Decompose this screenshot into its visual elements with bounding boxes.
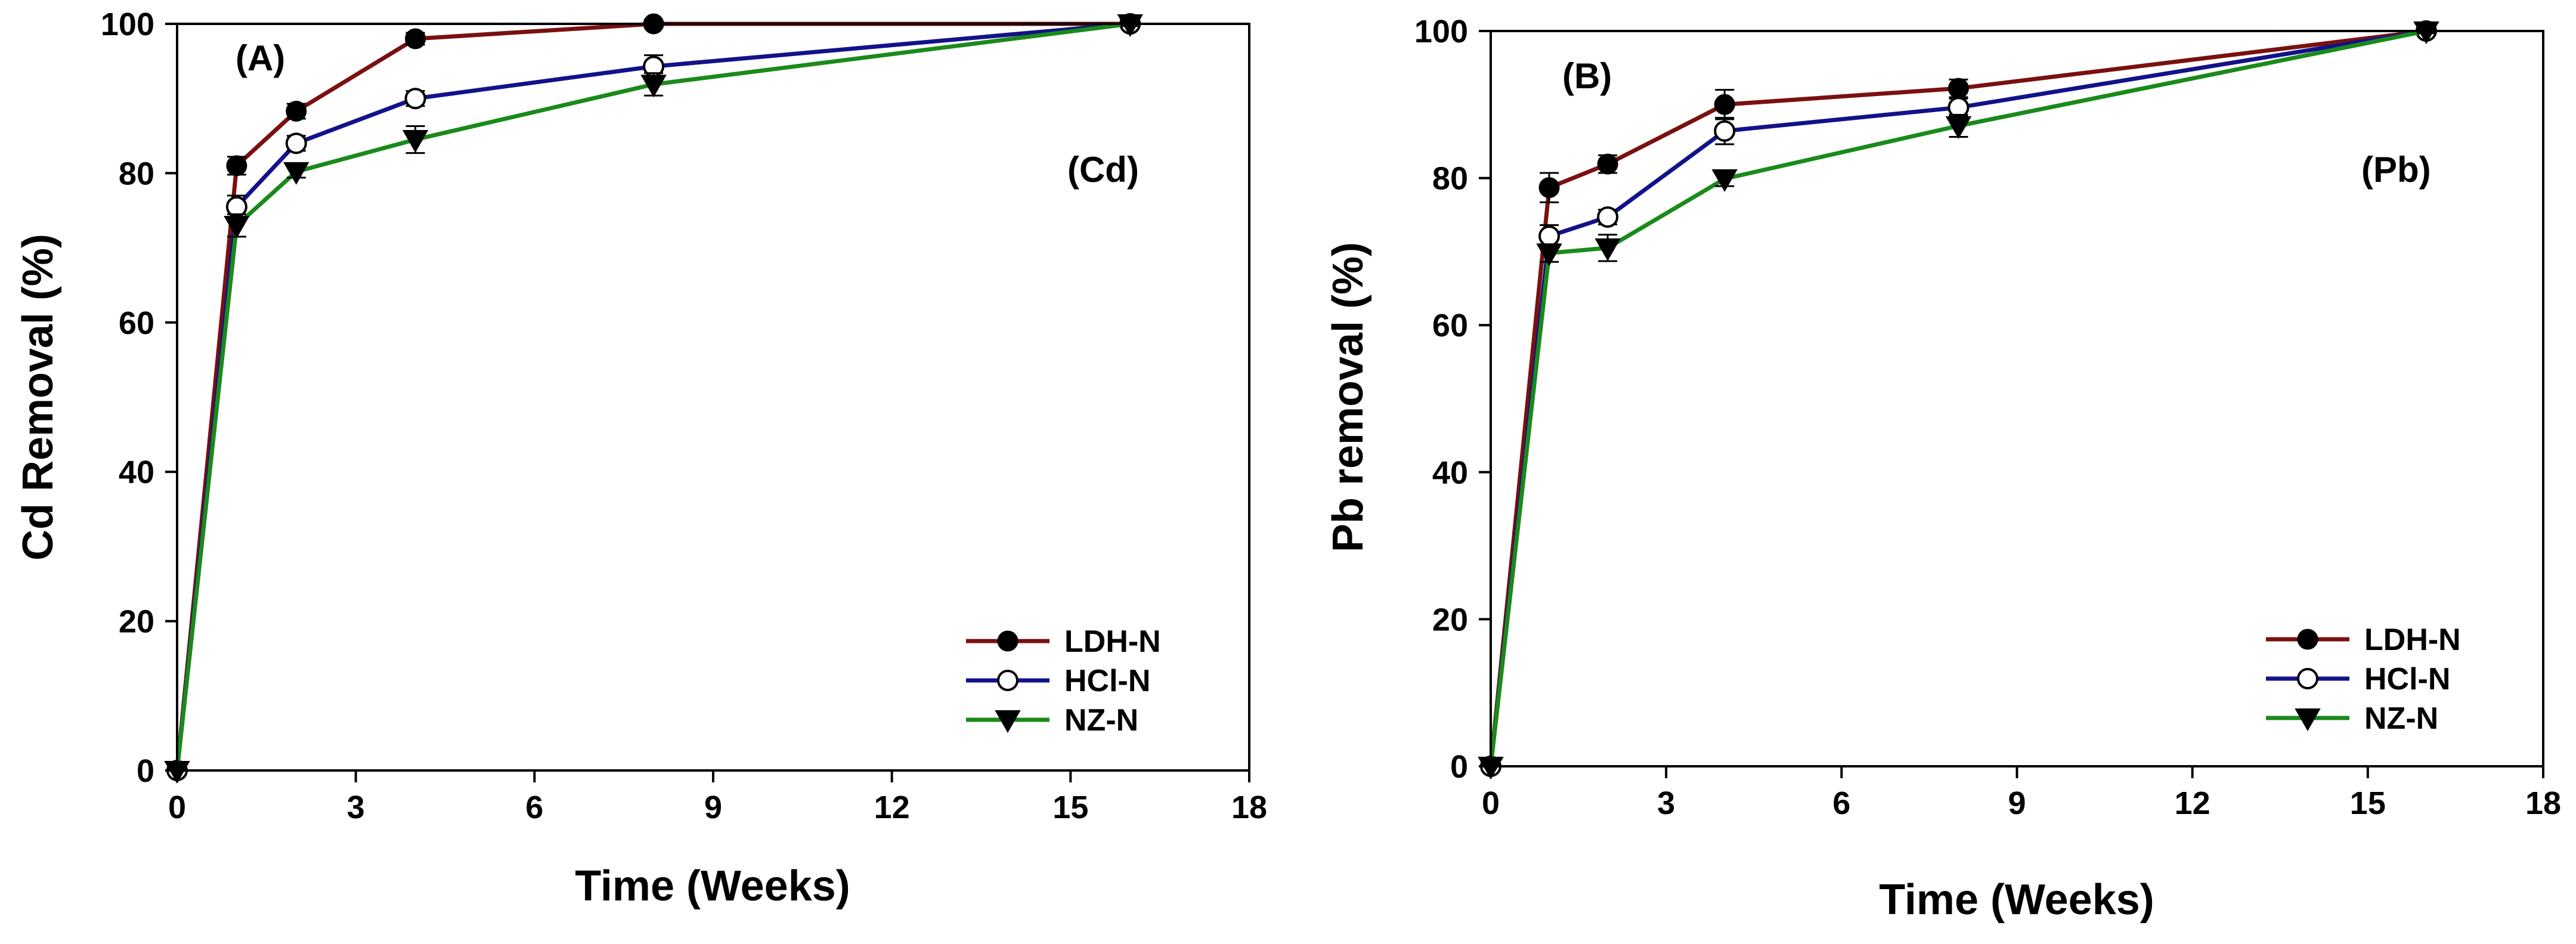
x-tick-label: 3 xyxy=(1657,785,1675,821)
data-point xyxy=(1117,14,1143,38)
legend-marker xyxy=(997,670,1018,691)
legend-marker xyxy=(997,630,1018,652)
data-point xyxy=(1594,238,1621,261)
legend-label: LDH-N xyxy=(1064,624,1161,659)
y-tick-label: 0 xyxy=(1450,749,1468,785)
series-line xyxy=(175,21,1131,771)
legend-marker xyxy=(2297,629,2318,650)
legend-marker xyxy=(2297,668,2318,689)
series-hcl-n xyxy=(1480,20,2437,777)
data-point xyxy=(1945,116,1972,140)
legend-label: HCl-N xyxy=(1064,664,1150,698)
x-tick-label: 6 xyxy=(525,790,543,825)
data-point xyxy=(1597,206,1619,228)
legend-label: HCl-N xyxy=(2364,662,2450,697)
x-tick-label: 18 xyxy=(1231,790,1267,825)
legend-item: HCl-N xyxy=(2266,662,2450,697)
y-tick-label: 20 xyxy=(119,604,154,640)
series-line xyxy=(1488,29,2427,767)
legend-item: HCl-N xyxy=(966,664,1150,698)
legend-label: NZ-N xyxy=(2364,701,2438,736)
series-ldh-n xyxy=(166,13,1141,781)
legend-item: LDH-N xyxy=(966,624,1161,659)
data-point xyxy=(283,162,309,185)
y-tick-label: 100 xyxy=(101,7,154,42)
y-tick-label: 40 xyxy=(119,454,154,490)
series-line xyxy=(1488,29,2427,767)
legend-item: NZ-N xyxy=(966,703,1138,738)
x-tick-label: 18 xyxy=(2525,785,2561,821)
data-point xyxy=(1948,78,1969,99)
metal-label: (Pb) xyxy=(2361,150,2431,190)
x-tick-label: 0 xyxy=(1482,785,1500,821)
data-point xyxy=(402,130,429,153)
legend: LDH-N HCl-N NZ-N xyxy=(2266,623,2461,736)
y-tick-label: 40 xyxy=(1432,455,1468,491)
legend: LDH-N HCl-N NZ-N xyxy=(966,624,1161,738)
series-line xyxy=(1488,29,2427,767)
x-tick-label: 3 xyxy=(347,790,365,825)
legend-marker xyxy=(2295,708,2321,732)
data-point xyxy=(1536,243,1562,267)
panel-label: (A) xyxy=(236,38,285,78)
data-point xyxy=(285,132,307,154)
metal-label: (Cd) xyxy=(1067,150,1139,190)
x-axis-title: Time (Weeks) xyxy=(1879,876,2154,924)
data-point xyxy=(640,75,667,98)
y-tick-label: 80 xyxy=(1432,161,1468,197)
data-point xyxy=(226,155,247,177)
y-tick-label: 100 xyxy=(1414,14,1468,49)
data-point xyxy=(1597,153,1618,175)
y-tick-label: 60 xyxy=(119,305,154,341)
x-tick-label: 12 xyxy=(2175,785,2210,821)
x-axis-title: Time (Weeks) xyxy=(575,862,850,910)
y-tick-label: 60 xyxy=(1432,308,1468,343)
series-line xyxy=(175,21,1131,771)
data-point xyxy=(286,100,307,122)
data-point xyxy=(1711,169,1738,192)
x-tick-label: 15 xyxy=(2350,785,2386,821)
legend-item: NZ-N xyxy=(2266,701,2438,736)
panel-label: (B) xyxy=(1562,56,1612,96)
x-tick-label: 6 xyxy=(1832,785,1850,821)
data-point xyxy=(1538,225,1561,247)
chart-panel-pb: 0 3 6 9 12 15 18 0 20 40 60 80 100 (B) (Pb) Time (We… xyxy=(1324,14,2561,924)
data-point xyxy=(1538,177,1560,199)
y-tick-label: 80 xyxy=(119,156,154,191)
x-tick-label: 12 xyxy=(874,790,910,825)
y-axis-title: Pb removal (%) xyxy=(1324,242,1372,552)
data-point xyxy=(404,88,426,110)
y-axis-title: Cd Removal (%) xyxy=(14,234,62,561)
legend-marker xyxy=(995,710,1021,733)
series-nz-n xyxy=(1478,21,2439,780)
chart-panel-cd: 0 3 6 9 12 15 18 0 20 40 60 80 100 (A) (Cd) Time (We… xyxy=(14,7,1267,910)
y-tick-label: 0 xyxy=(137,753,154,789)
y-tick-label: 20 xyxy=(1432,602,1468,637)
legend-label: NZ-N xyxy=(1064,703,1138,738)
data-point xyxy=(405,28,426,49)
x-tick-label: 15 xyxy=(1052,790,1088,825)
x-tick-label: 0 xyxy=(168,790,186,825)
series-hcl-n xyxy=(166,13,1141,781)
legend-label: LDH-N xyxy=(2364,623,2461,657)
legend-item: LDH-N xyxy=(2266,623,2461,657)
x-tick-label: 9 xyxy=(2008,785,2026,821)
data-point xyxy=(1714,94,1735,115)
data-point xyxy=(2413,21,2439,45)
data-point xyxy=(224,216,250,239)
data-point xyxy=(1714,120,1736,142)
x-tick-label: 9 xyxy=(704,790,722,825)
series-nz-n xyxy=(164,14,1143,784)
